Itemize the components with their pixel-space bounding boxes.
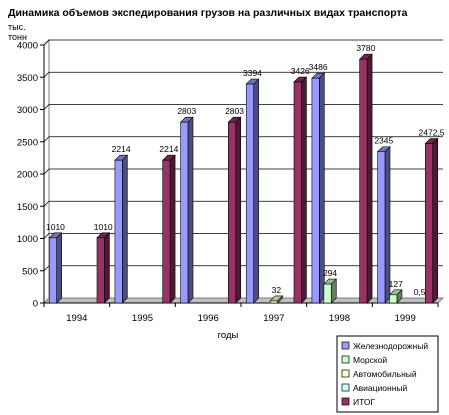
bar-front bbox=[96, 237, 105, 304]
bar-front bbox=[377, 151, 386, 304]
bar bbox=[424, 137, 439, 304]
legend-swatch bbox=[341, 341, 350, 350]
legend-label: Морской bbox=[353, 355, 387, 365]
y-tick-label: 2500 bbox=[17, 137, 38, 148]
y-tick-label: 0 bbox=[33, 299, 38, 310]
x-tick-label: 1999 bbox=[395, 313, 416, 324]
bar bbox=[227, 116, 242, 304]
data-label: 2803 bbox=[177, 106, 196, 116]
bar bbox=[96, 232, 111, 304]
x-tick-label: 1994 bbox=[66, 313, 87, 324]
gridline-depth bbox=[43, 233, 50, 239]
y-tick-label: 3000 bbox=[17, 105, 38, 116]
bar-front bbox=[245, 83, 254, 304]
data-label: 127 bbox=[389, 279, 403, 289]
gridline-depth bbox=[43, 71, 50, 78]
legend-swatch bbox=[341, 383, 350, 392]
bar bbox=[161, 154, 176, 304]
bar bbox=[388, 289, 403, 304]
bar-side bbox=[235, 116, 242, 304]
bar-side bbox=[122, 154, 128, 304]
y-tick-label: 3500 bbox=[17, 73, 38, 84]
x-tick-label: 1998 bbox=[329, 313, 350, 324]
bar-front bbox=[425, 143, 434, 304]
bar-side bbox=[56, 232, 62, 304]
data-label: 2214 bbox=[159, 144, 178, 154]
x-tick-label: 1995 bbox=[132, 313, 153, 324]
data-label: 1010 bbox=[46, 222, 65, 232]
y-tick-label: 1500 bbox=[17, 202, 38, 213]
legend: Железнодорожный Морской Автомобильный Авиац… bbox=[336, 335, 439, 413]
data-label: 3780 bbox=[356, 43, 375, 53]
bar-front bbox=[48, 237, 57, 304]
data-label: 294 bbox=[323, 268, 337, 278]
data-label: 3394 bbox=[243, 68, 262, 78]
bar-side bbox=[432, 137, 439, 304]
chart-title: Динамика объемов экспедирования грузов н… bbox=[8, 7, 408, 19]
x-axis-title: годы bbox=[218, 330, 239, 341]
data-label: 1010 bbox=[94, 222, 113, 232]
bar bbox=[114, 154, 129, 304]
bar-front bbox=[311, 77, 320, 304]
legend-swatch bbox=[341, 397, 350, 406]
bar-front bbox=[359, 58, 368, 304]
legend-label: Железнодорожный bbox=[353, 341, 428, 351]
y-tick-label: 2000 bbox=[17, 170, 38, 181]
bar bbox=[179, 116, 194, 304]
y-axis-title: тыс. тонн bbox=[8, 22, 27, 42]
bar-side bbox=[366, 53, 373, 304]
bar-front bbox=[293, 81, 302, 304]
data-label: 2472,5 bbox=[419, 128, 445, 138]
bar bbox=[245, 78, 260, 304]
bar-front bbox=[180, 121, 189, 304]
data-label: 32 bbox=[272, 285, 282, 295]
data-label: 0,5 bbox=[414, 287, 426, 297]
legend-swatch bbox=[341, 355, 350, 364]
y-tick-label: 4000 bbox=[17, 41, 38, 52]
bar-side bbox=[301, 76, 307, 304]
data-label: 3486 bbox=[309, 62, 328, 72]
legend-label: ИТОГ bbox=[353, 397, 376, 407]
data-label: 2803 bbox=[225, 106, 244, 116]
gridline-depth bbox=[43, 200, 50, 207]
bar-side bbox=[253, 78, 259, 304]
legend-label: Авиационный bbox=[353, 383, 408, 393]
y-tick-label: 500 bbox=[22, 266, 38, 277]
data-label: 2345 bbox=[374, 136, 393, 146]
x-tick-label: 1997 bbox=[263, 313, 284, 324]
legend-label: Автомобильный bbox=[353, 369, 417, 379]
bar-side bbox=[104, 232, 110, 304]
gridline-depth bbox=[43, 104, 50, 110]
gridline-depth bbox=[43, 265, 50, 272]
bar-side bbox=[187, 116, 194, 304]
bar bbox=[376, 146, 391, 304]
bar-front bbox=[162, 159, 171, 304]
bar bbox=[311, 72, 326, 304]
legend-swatch bbox=[341, 369, 350, 378]
data-label: 2214 bbox=[112, 144, 131, 154]
bar bbox=[269, 295, 284, 304]
gridline-depth bbox=[43, 39, 50, 46]
data-label: 3426 bbox=[291, 66, 310, 76]
bar-front bbox=[269, 300, 278, 304]
gridline-depth bbox=[43, 168, 50, 175]
bar-front bbox=[228, 121, 237, 304]
bar bbox=[323, 278, 337, 304]
bar-side bbox=[169, 154, 176, 304]
y-tick-label: 1000 bbox=[17, 234, 38, 245]
plot-area: 0 500 1000 1500 2000 2500 3000 3500 4000 1994 1995… bbox=[17, 38, 445, 324]
gridline-depth bbox=[43, 136, 50, 143]
legend-box bbox=[336, 335, 439, 413]
bar-front bbox=[114, 159, 123, 304]
bar bbox=[293, 76, 308, 304]
bar-front bbox=[389, 294, 398, 304]
bar-front bbox=[323, 283, 332, 304]
x-tick-label: 1996 bbox=[198, 313, 219, 324]
bar bbox=[48, 232, 63, 304]
bar bbox=[358, 53, 373, 304]
